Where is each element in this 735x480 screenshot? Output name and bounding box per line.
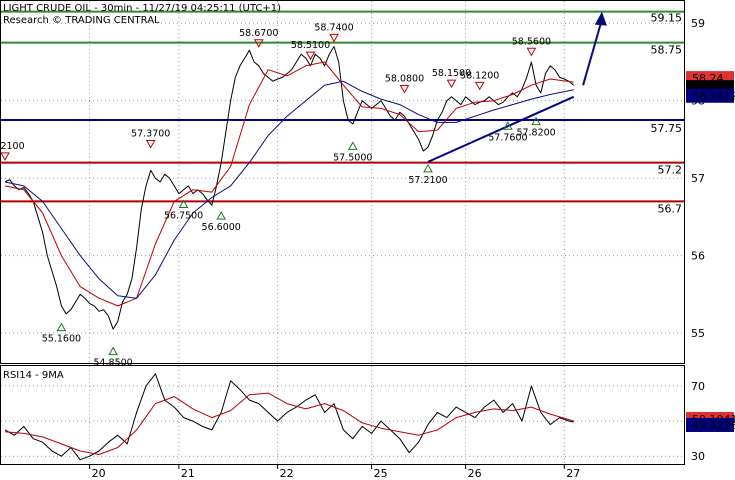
- rsi-tag-rsi-bg: [686, 417, 734, 432]
- level-label-resistance: 58.75: [651, 44, 683, 57]
- peak-marker: [474, 81, 485, 91]
- trough-marker: [503, 121, 513, 130]
- projection-arrow-head: [594, 11, 607, 26]
- trough-marker: [216, 211, 227, 220]
- level-label-support: 56.7: [658, 202, 683, 215]
- trough-marker: [56, 322, 67, 332]
- trough-label: 56.7500: [164, 210, 203, 221]
- trough-marker: [347, 141, 358, 150]
- peak-marker: [0, 152, 10, 161]
- peak-marker: [253, 39, 264, 48]
- trough-label: 57.2100: [408, 175, 447, 186]
- x-tick-label: 26: [468, 467, 482, 480]
- support-trendline: [427, 95, 575, 163]
- projection-arrow-shaft: [582, 19, 603, 86]
- x-tick-label: 22: [280, 467, 294, 480]
- price-panel: [0, 0, 685, 364]
- peak-label: 58.0800: [385, 73, 424, 84]
- rsi-series-ma: [4, 392, 574, 455]
- level-label-resistance: 59.15: [651, 12, 683, 25]
- rsi-series-rsi: [4, 373, 574, 461]
- trough-label: 57.8200: [516, 128, 555, 139]
- peak-label: 58.6700: [239, 28, 278, 39]
- price-y-tick-label: 56: [691, 250, 705, 263]
- trough-label: 57.7600: [488, 132, 527, 143]
- peak-label: 58.7400: [314, 22, 353, 33]
- trough-marker: [531, 116, 541, 126]
- trough-label: 55.1600: [42, 334, 81, 345]
- rsi-tag-rsi: 49.5228: [692, 419, 735, 432]
- level-label-support: 57.2: [658, 164, 683, 177]
- trough-marker: [178, 199, 189, 208]
- price-y-tick-label: 57: [691, 172, 705, 185]
- peak-marker: [526, 47, 537, 57]
- trough-marker: [423, 163, 433, 173]
- peak-label: 57.3700: [131, 128, 170, 139]
- trough-label: 54.8500: [93, 358, 132, 369]
- x-tick-label: 20: [92, 467, 106, 480]
- trough-label: 57.5000: [333, 152, 372, 163]
- chart-subtitle: Research © TRADING CENTRAL: [3, 15, 160, 26]
- price-series-ma_fast: [4, 61, 574, 307]
- price-tag-pivot: 58.1412: [692, 90, 735, 103]
- price-axis-area: [685, 0, 735, 364]
- peak-label: 58.5100: [291, 40, 330, 51]
- x-tick-label: 21: [181, 467, 195, 480]
- peak-marker: [446, 79, 457, 89]
- trough-label: 56.6000: [202, 222, 241, 233]
- peak-label: 58.5600: [512, 36, 551, 47]
- peak-label: 58.1200: [460, 70, 499, 81]
- price-tag-pivot-bg: [686, 88, 734, 103]
- rsi-y-tick-label: 70: [691, 380, 705, 393]
- price-y-tick-label: 55: [691, 327, 705, 340]
- peak-marker: [305, 51, 316, 61]
- peak-label: 57.2100: [0, 141, 25, 152]
- peak-marker: [399, 84, 410, 94]
- x-tick-label: 27: [566, 467, 580, 480]
- peak-label: 58.1500: [432, 68, 471, 79]
- price-series-price: [4, 46, 575, 330]
- x-tick-label: 25: [374, 467, 388, 480]
- price-series-ma_slow: [4, 80, 574, 299]
- rsi-y-tick-label: 30: [691, 450, 705, 463]
- trough-marker: [108, 346, 118, 356]
- price-y-tick-label: 59: [691, 17, 705, 30]
- indicator-title: RSI14 - 9MA: [3, 370, 64, 381]
- peak-marker: [329, 33, 339, 43]
- peak-marker: [145, 139, 156, 149]
- level-label-pivot: 57.75: [651, 122, 683, 135]
- indicator-panel: [0, 365, 685, 465]
- chart-title: LIGHT CRUDE OIL - 30min - 11/27/19 04:25…: [3, 3, 281, 14]
